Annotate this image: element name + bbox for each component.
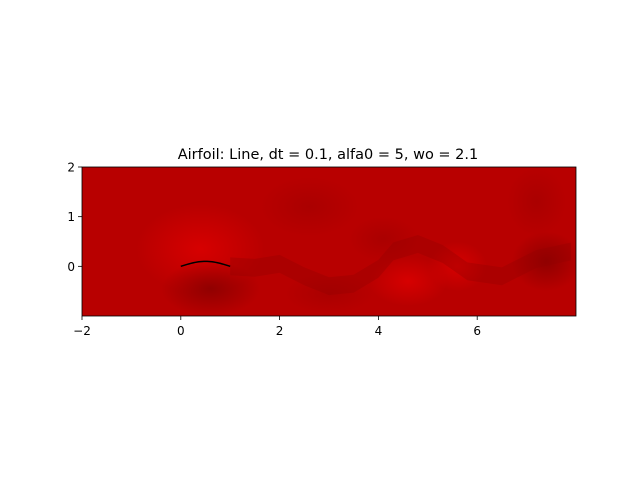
y-tick-label: 0: [67, 260, 75, 274]
y-axis: 0 1 2: [67, 161, 82, 274]
field-shade-6: [511, 231, 576, 292]
flow-field-shading: [136, 167, 576, 316]
field-shade-1: [161, 261, 260, 316]
airfoil-shape: [180, 260, 231, 268]
x-tick-label: 4: [375, 324, 383, 338]
axes-frame: [81, 166, 577, 317]
x-tick-label: −2: [73, 324, 91, 338]
x-tick-label: 2: [276, 324, 284, 338]
y-tick-label: 1: [67, 210, 75, 224]
field-shade-4: [368, 256, 448, 307]
x-tick-label: 0: [177, 324, 185, 338]
field-shade-3: [348, 216, 418, 262]
field-shade-8: [259, 176, 359, 237]
y-tick-label: 2: [67, 161, 75, 175]
plot-area: [82, 167, 576, 316]
field-shade-7: [427, 241, 488, 292]
x-axis: −2 0 2 4 6: [73, 316, 481, 338]
x-tick-label: 6: [473, 324, 481, 338]
field-shade-5: [506, 167, 567, 237]
chart-title: Airfoil: Line, dt = 0.1, alfa0 = 5, wo =…: [178, 147, 479, 163]
field-shade-2: [284, 273, 374, 314]
wake-band: [230, 235, 572, 296]
